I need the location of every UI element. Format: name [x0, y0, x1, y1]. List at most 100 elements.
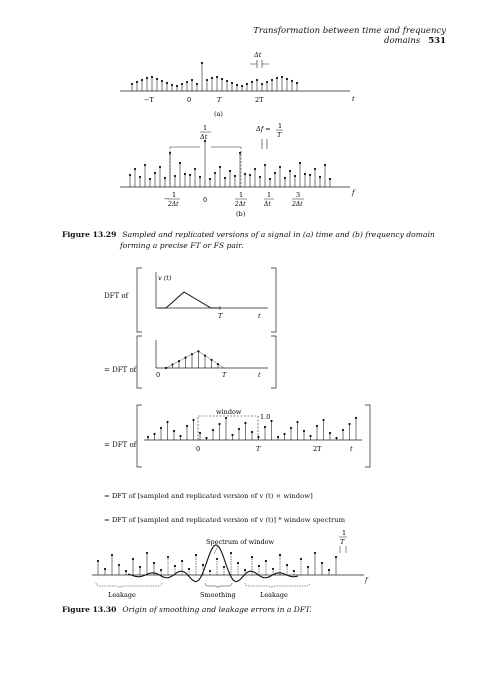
spectrum-result-stem-dot	[139, 566, 141, 568]
spectrum-sample-stem-dot	[224, 177, 226, 179]
row3-sample-stem-dot	[296, 421, 298, 423]
time-sample-stem-dot	[196, 83, 198, 85]
spectrum-sample-stem-dot	[264, 164, 266, 166]
spectrum-sample-stem-dot	[149, 178, 151, 180]
caption-fig1330-text: Origin of smoothing and leakage errors i…	[122, 605, 311, 614]
spectrum-sample-stem-dot	[159, 166, 161, 168]
row3-sample-stem-dot	[153, 433, 155, 435]
spectrum-result-stem-dot	[125, 570, 127, 572]
spectrum-sample-stem-dot	[219, 166, 221, 168]
spectrum-sample-stem-dot	[324, 164, 326, 166]
svg-text:3: 3	[296, 191, 300, 199]
spectrum-result-stem-dot	[167, 556, 169, 558]
axis-t-label: t	[352, 95, 355, 103]
caption-fig1329-line2: forming a precise FT or FS pair.	[120, 241, 244, 250]
time-sample-stem-dot	[256, 79, 258, 81]
row3-sample-stem-dot	[192, 419, 194, 421]
row3-sample-stem-dot	[335, 437, 337, 439]
row1-bracket-right	[271, 268, 276, 332]
row2-sample-stem-dot	[184, 357, 186, 359]
spectrum-sample-stem-dot	[319, 176, 321, 178]
row3-sample-stem-dot	[316, 425, 318, 427]
row2-sample-stem-dot	[191, 353, 193, 355]
time-sample-stem-dot	[216, 76, 218, 78]
sub-label-a: (a)	[214, 110, 223, 118]
tick-T: T	[217, 96, 222, 104]
spectrum-sample-stem-dot	[289, 170, 291, 172]
row3-sample-stem-dot	[251, 431, 253, 433]
tick-minus-T: −T	[144, 96, 154, 104]
df-label: Δf =	[255, 125, 271, 133]
time-sample-stem-dot	[151, 76, 153, 78]
row3-sample-stem-dot	[205, 437, 207, 439]
spectrum-sample-stem-dot	[229, 170, 231, 172]
spectrum-sample-stem-dot	[189, 174, 191, 176]
row3-sample-stem-dot	[329, 432, 331, 434]
spectrum-label: Spectrum of window	[206, 538, 275, 546]
time-sample-stem-dot	[191, 79, 193, 81]
spectrum-result-stem-dot	[118, 564, 120, 566]
spectrum-result-stem-dot	[258, 565, 260, 567]
row3-label: = DFT of	[104, 441, 136, 449]
spectrum-sample-stem-dot	[199, 176, 201, 178]
time-sample-stem-dot	[166, 82, 168, 84]
time-sample-stem-dot	[186, 81, 188, 83]
row2-T-label: T	[222, 371, 227, 379]
bracket-num: 1	[203, 124, 207, 132]
row2-sample-stem-dot	[165, 367, 167, 369]
row3-window	[198, 416, 258, 440]
row3-sample-stem-dot	[199, 432, 201, 434]
spectrum-f-label: f	[364, 576, 369, 584]
spectrum-result-stem-dot	[230, 552, 232, 554]
row2-bracket-right	[271, 336, 276, 388]
spectrum-sample-stem-dot	[129, 174, 131, 176]
spectrum-result-stem-dot	[104, 568, 106, 570]
time-sample-stem-dot	[281, 76, 283, 78]
row3-2T-label: 2T	[313, 445, 322, 453]
row3-bracket-right	[365, 405, 370, 467]
row3-bracket-left	[137, 405, 142, 467]
spectrum-sample-stem-dot	[194, 168, 196, 170]
row3-sample-stem-dot	[355, 417, 357, 419]
row3-samples	[147, 417, 357, 440]
page-number: 531	[428, 36, 446, 46]
row3-T-label: T	[256, 445, 261, 453]
row1-t-label: t	[258, 312, 261, 320]
spectrum-sample-stem-dot	[284, 177, 286, 179]
row3-sample-stem-dot	[173, 430, 175, 432]
spectrum-result-stem-dot	[279, 554, 281, 556]
spectrum-result-stem-dot	[153, 562, 155, 564]
row2-sample-stem-dot	[178, 360, 180, 362]
time-sample-stem-dot	[261, 83, 263, 85]
running-header: Transformation between time and frequenc…	[190, 26, 446, 46]
row2-sample-stem-dot	[171, 363, 173, 365]
spectrum-sample-stem-dot	[234, 175, 236, 177]
df-num: 1	[278, 122, 282, 130]
row2-t-label: t	[258, 371, 261, 379]
spectrum-sample-stem-dot	[254, 168, 256, 170]
svg-text:1: 1	[239, 191, 243, 199]
row3-sample-stem-dot	[212, 429, 214, 431]
spectrum-sample-stem-dot	[314, 168, 316, 170]
spectrum-result-stem-dot	[216, 558, 218, 560]
spectrum-sample-stem-dot	[259, 176, 261, 178]
spectrum-sample-stem-dot	[244, 173, 246, 175]
spectrum-result-stem-dot	[111, 554, 113, 556]
spectrum-result-stem-dot	[321, 562, 323, 564]
spectrum-sample-stem-dot	[249, 174, 251, 176]
svg-text:2Δt: 2Δt	[167, 201, 179, 208]
spectrum-result-stem-dot	[244, 569, 246, 571]
row1-signal	[158, 292, 220, 308]
row2-bracket-left	[137, 336, 142, 388]
fig1329a-plot: Δt −T 0 T 2T t (a)	[100, 46, 380, 120]
spectrum-result-stem-dot	[202, 564, 204, 566]
spectrum-result-stem-dot	[97, 560, 99, 562]
leakage-right-brace	[245, 583, 310, 588]
row3-0-label: 0	[196, 445, 200, 453]
spectrum-sample-stem-dot	[139, 176, 141, 178]
row2-sample-stem-dot	[217, 363, 219, 365]
row3-sample-stem-dot	[244, 422, 246, 424]
row2-sample-stem-dot	[204, 354, 206, 356]
row1-ylabel: v (t)	[158, 274, 172, 282]
bracket-den: Δt	[199, 133, 208, 141]
